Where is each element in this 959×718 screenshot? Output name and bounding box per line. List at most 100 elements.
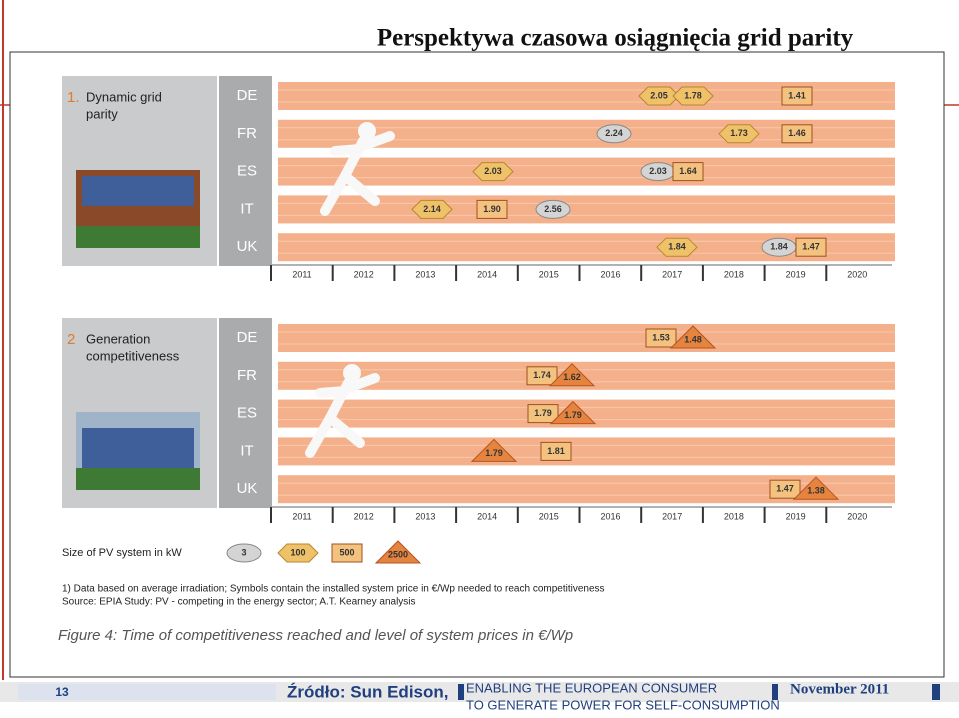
figure: 1. Dynamic grid parity DE 2.05 1.78 1.41 FR 2.24…	[58, 76, 895, 644]
marker-rect	[540, 441, 572, 461]
marker-circle	[226, 543, 262, 563]
marker-label: 3	[241, 547, 246, 557]
year-label: 2017	[662, 511, 682, 521]
marker-rect	[672, 162, 704, 182]
year-label: 2017	[662, 269, 682, 279]
country-label: DE	[237, 329, 258, 346]
marker-label: 1.90	[483, 204, 501, 214]
marker-label: 1.64	[679, 166, 697, 176]
country-label: DE	[237, 87, 258, 104]
marker-label: 1.38	[807, 486, 825, 496]
marker-label: 2.03	[649, 166, 667, 176]
marker-box	[458, 684, 464, 700]
marker-triangle	[669, 325, 717, 349]
marker-label: 100	[290, 547, 305, 557]
page-box	[18, 684, 276, 700]
year-label: 2020	[847, 269, 867, 279]
marker-rect	[781, 124, 813, 144]
marker-rect	[526, 366, 558, 386]
marker-label: 1.78	[684, 90, 702, 100]
marker-circle	[596, 124, 632, 144]
marker-label: 1.81	[547, 446, 565, 456]
marker-hexagon	[718, 124, 760, 144]
year-label: 2016	[600, 269, 620, 279]
tagline: ENABLING THE EUROPEAN CONSUMER	[466, 680, 717, 695]
panel-number: 2	[67, 331, 75, 348]
year-label: 2013	[415, 269, 435, 279]
marker-label: 500	[339, 547, 354, 557]
country-label: UK	[237, 238, 258, 255]
year-label: 2019	[786, 269, 806, 279]
country-label: FR	[237, 367, 257, 384]
marker-label: 1.79	[564, 410, 582, 420]
marker-label: 2.05	[650, 90, 668, 100]
year-label: 2018	[724, 511, 744, 521]
year-label: 2011	[292, 269, 311, 279]
marker-triangle	[374, 540, 422, 564]
marker-label: 2.14	[423, 204, 441, 214]
marker-rect	[769, 479, 801, 499]
marker-label: 1.84	[668, 242, 686, 252]
runner-body	[320, 131, 395, 216]
marker-rect	[645, 328, 677, 348]
marker-label: 1.79	[485, 448, 503, 458]
marker-circle	[535, 199, 571, 219]
marker-rect	[476, 199, 508, 219]
marker-label: 1.46	[788, 128, 806, 138]
source: Źródło: Sun Edison,	[287, 682, 448, 701]
year-label: 2015	[539, 511, 559, 521]
marker-triangle	[549, 400, 597, 425]
year-label: 2014	[477, 511, 497, 521]
year-label: 2016	[600, 511, 620, 521]
marker-hexagon	[672, 86, 714, 106]
year-label: 2019	[786, 511, 806, 521]
runner-head	[343, 364, 361, 382]
marker-rect	[331, 543, 363, 563]
country-label: IT	[240, 200, 253, 217]
marker-label: 1.53	[652, 332, 670, 342]
marker-label: 1.47	[776, 484, 794, 494]
country-label: FR	[237, 125, 257, 142]
track	[278, 437, 895, 466]
panel-heading: competitiveness	[86, 348, 180, 363]
country-column	[219, 76, 272, 266]
marker-triangle	[548, 363, 596, 387]
country-column	[219, 318, 272, 508]
panel-heading: Generation	[86, 331, 150, 346]
track	[278, 324, 895, 352]
runner-body	[305, 373, 380, 458]
marker-triangle	[792, 476, 840, 500]
marker-label: 1.48	[684, 334, 702, 344]
panel-number: 1.	[67, 89, 80, 106]
marker-box	[932, 684, 940, 700]
track	[278, 157, 895, 186]
legend-label: Size of PV system in kW	[62, 547, 182, 559]
marker-label: 2.03	[484, 166, 502, 176]
marker-label: 1.79	[534, 408, 552, 418]
marker-label: 1.62	[563, 372, 581, 382]
marker-label: 1.47	[802, 242, 820, 252]
slide-title: Perspektywa czasowa osiągnięcia grid par…	[377, 25, 854, 52]
year-label: 2013	[415, 511, 435, 521]
marker-rect	[795, 237, 827, 257]
year-label: 2014	[477, 269, 497, 279]
marker-label: 1.74	[533, 370, 551, 380]
marker-hexagon	[472, 162, 514, 182]
marker-label: 2.56	[544, 204, 562, 214]
marker-hexagon	[277, 543, 319, 563]
marker-label: 1.84	[770, 242, 788, 252]
country-label: UK	[237, 480, 258, 497]
marker-hexagon	[411, 199, 453, 219]
year-label: 2012	[354, 269, 374, 279]
marker-hexagon	[656, 237, 698, 257]
year-label: 2015	[539, 269, 559, 279]
footnote: 1) Data based on average irradiation; Sy…	[62, 584, 605, 595]
marker-triangle	[470, 438, 518, 462]
panel-heading: Dynamic grid	[86, 89, 162, 104]
marker-rect	[527, 404, 559, 424]
photo-greenery	[76, 226, 200, 248]
figure-caption: Figure 4: Time of competitiveness reache…	[58, 627, 573, 644]
track	[278, 195, 895, 224]
marker-label: 1.41	[788, 90, 806, 100]
